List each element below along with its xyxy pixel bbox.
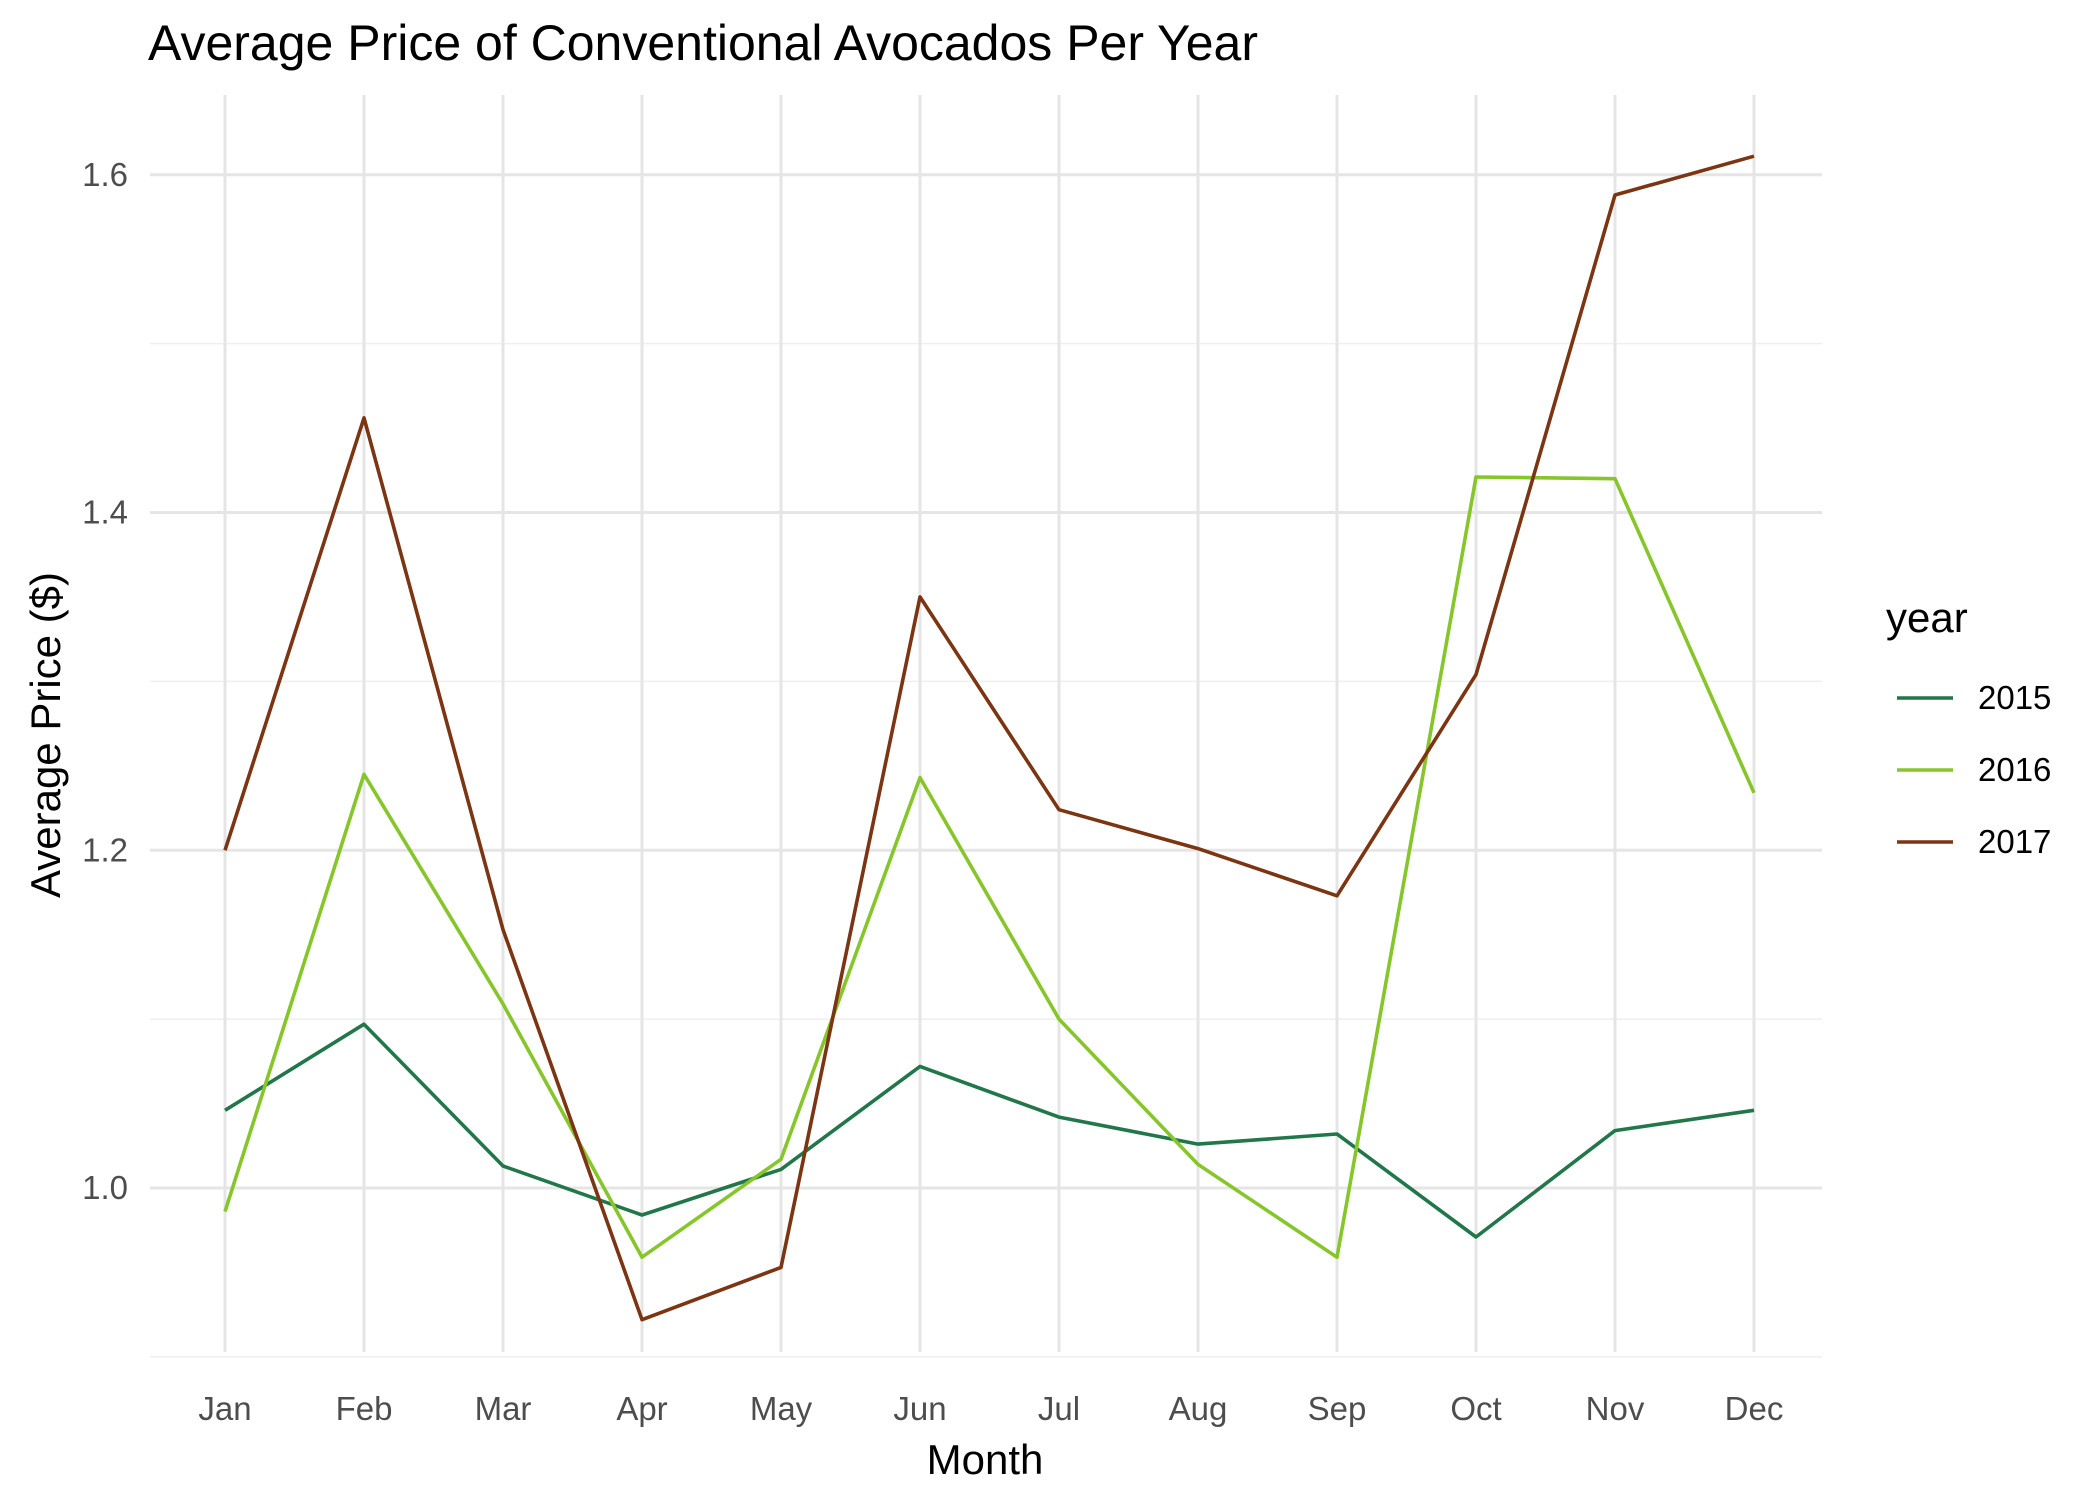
series-lines [225, 156, 1754, 1320]
y-tick-label-1: 1.2 [82, 831, 128, 868]
x-tick-label-2: Mar [475, 1390, 532, 1427]
x-tick-label-0: Jan [198, 1390, 251, 1427]
x-tick-label-5: Jun [893, 1390, 946, 1427]
legend-label-2015: 2015 [1978, 679, 2051, 716]
x-tick-label-9: Oct [1450, 1390, 1501, 1427]
x-tick-label-11: Dec [1725, 1390, 1784, 1427]
y-axis-title: Average Price ($) [22, 572, 69, 898]
x-axis-title: Month [927, 1436, 1044, 1483]
x-tick-label-6: Jul [1038, 1390, 1080, 1427]
chart-title: Average Price of Conventional Avocados P… [148, 15, 1258, 71]
x-tick-label-10: Nov [1586, 1390, 1645, 1427]
x-tick-label-8: Sep [1308, 1390, 1367, 1427]
y-tick-label-0: 1.0 [82, 1169, 128, 1206]
x-tick-label-1: Feb [336, 1390, 393, 1427]
x-tick-label-4: May [750, 1390, 813, 1427]
series-line-2015 [225, 1024, 1754, 1237]
series-line-2017 [225, 156, 1754, 1320]
legend-title: year [1886, 594, 1968, 641]
x-axis-ticks: Jan Feb Mar Apr May Jun Jul Aug Sep Oct Nov Dec [198, 1390, 1783, 1427]
x-tick-label-7: Aug [1169, 1390, 1228, 1427]
y-tick-label-3: 1.6 [82, 156, 128, 193]
y-axis-ticks: 1.0 1.2 1.4 1.6 [82, 156, 128, 1206]
legend-items: 2015 2016 2017 [1897, 679, 2051, 860]
legend-label-2016: 2016 [1978, 751, 2051, 788]
gridlines [150, 95, 1822, 1357]
y-tick-label-2: 1.4 [82, 494, 128, 531]
legend-label-2017: 2017 [1978, 823, 2051, 860]
series-line-2016 [225, 477, 1754, 1257]
legend: year 2015 2016 2017 [1886, 594, 2051, 860]
x-tick-label-3: Apr [616, 1390, 667, 1427]
